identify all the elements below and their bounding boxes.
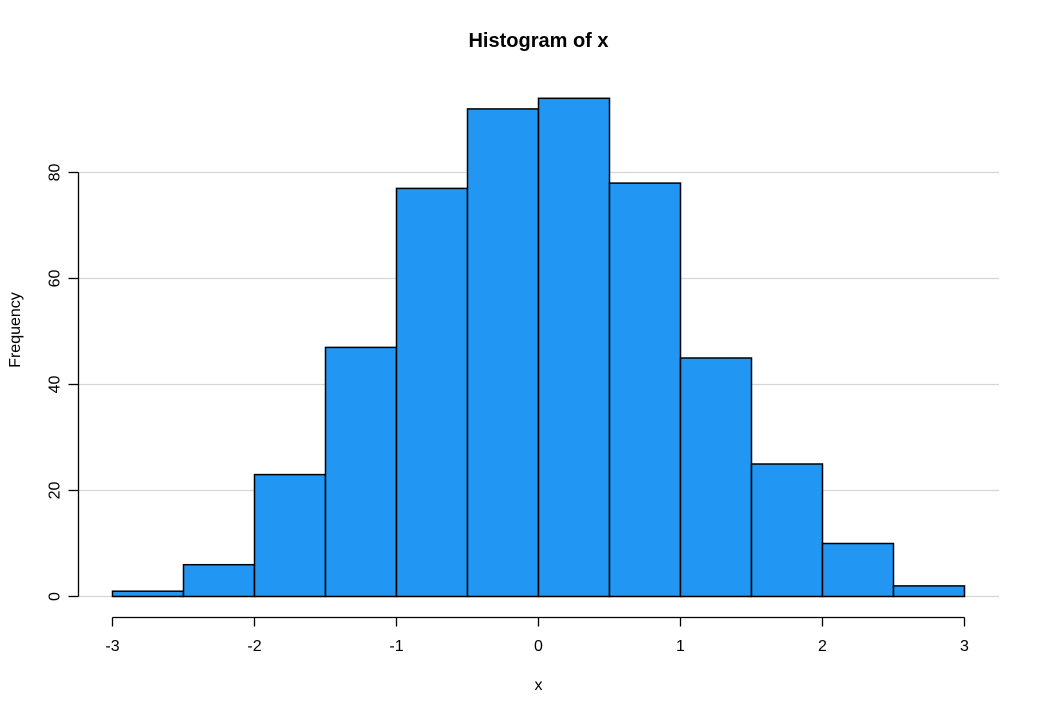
x-tick-label: -1 — [389, 638, 403, 655]
y-tick-label: 20 — [47, 482, 64, 500]
histogram-bar — [395, 187, 469, 598]
y-tick-label: 60 — [47, 270, 64, 288]
x-tick-label: -2 — [247, 638, 261, 655]
histogram-bar — [253, 473, 327, 598]
histogram-bar — [537, 97, 611, 598]
x-tick-label: 2 — [818, 638, 827, 655]
histogram-bar — [466, 108, 540, 598]
y-tick-label: 0 — [47, 592, 64, 601]
x-tick-label: -3 — [105, 638, 119, 655]
histogram-bar — [608, 182, 682, 598]
y-tick-label: 40 — [47, 376, 64, 394]
x-tick-label: 3 — [960, 638, 969, 655]
histogram-bar — [821, 542, 895, 598]
histogram-bar — [182, 563, 256, 598]
chart-title: Histogram of x — [468, 30, 608, 52]
histogram-bar — [111, 590, 185, 598]
x-tick-label: 0 — [534, 638, 543, 655]
x-axis-label: x — [535, 677, 543, 694]
y-tick-label: 80 — [47, 164, 64, 182]
x-tick-label: 1 — [676, 638, 685, 655]
histogram-bar — [750, 463, 824, 598]
y-axis-label: Frequency — [7, 292, 24, 368]
axes: 0 20 40 60 80 -3 -2 -1 0 1 2 3 — [47, 164, 969, 656]
histogram-bar — [679, 357, 753, 598]
histogram-bar — [892, 585, 966, 598]
histogram-bar — [324, 346, 398, 598]
histogram-bars — [111, 97, 966, 598]
